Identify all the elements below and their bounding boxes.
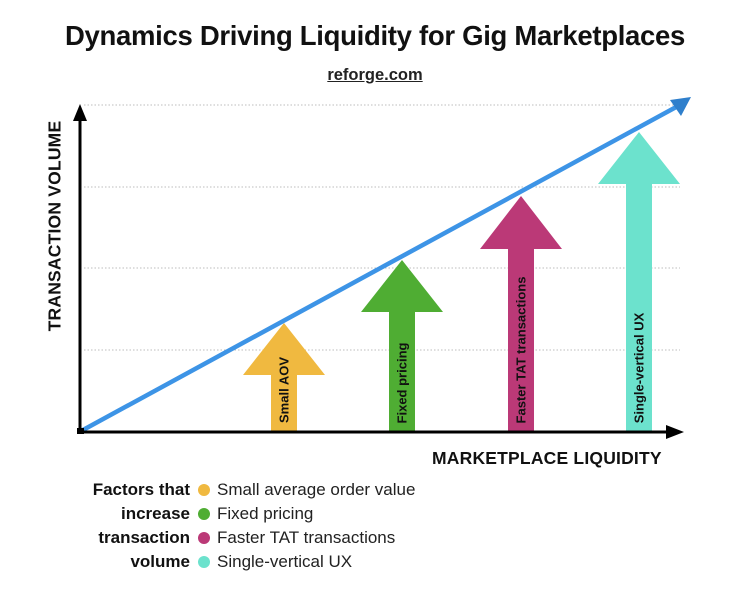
chart-title: Dynamics Driving Liquidity for Gig Marke… [64,20,686,51]
gridlines [84,104,680,351]
origin [77,428,84,434]
legend-item-label: Fixed pricing [217,504,314,523]
x-axis-arrowhead-icon [666,425,684,439]
y-axis-arrowhead-icon [73,104,87,121]
legend-key-text: Factors that [92,480,190,499]
factor-arrow-icon [598,132,680,431]
legend-item-label: Small average order value [217,480,416,499]
factor-arrow-icon [480,196,562,431]
x-axis-label: MARKETPLACE LIQUIDITY [432,448,662,468]
y-axis-label: TRANSACTION VOLUME [44,120,65,332]
source-link[interactable]: reforge.com [327,66,423,84]
legend-dot-icon [198,556,210,568]
arrow-label: Fixed pricing [394,342,410,423]
legend: Factors that Small average order value i… [60,478,416,574]
legend-key-text: volume [130,552,190,571]
legend-row: volume Single-vertical UX [60,550,415,574]
factor-arrow-icon [243,323,325,431]
legend-row: increase Fixed pricing [60,502,415,526]
arrow-label: Faster TAT transactions [513,276,529,423]
legend-item-label: Single-vertical UX [217,552,353,571]
factor-arrow-icon [361,260,443,431]
legend-dot-icon [198,508,210,520]
axes [73,104,684,439]
legend-row: transaction Faster TAT transactions [60,526,415,550]
arrow-label: Small AOV [276,357,292,423]
legend-key-text: increase [121,504,190,523]
arrow-label: Single-vertical UX [631,312,647,423]
legend-dot-icon [198,484,210,496]
legend-dot-icon [198,532,210,544]
legend-row: Factors that Small average order value [60,478,416,502]
factor-arrows [243,132,680,431]
trend-line [80,97,691,433]
legend-item-label: Faster TAT transactions [217,528,396,547]
legend-key-text: transaction [98,528,190,547]
trend-arrowhead-icon [670,97,691,116]
